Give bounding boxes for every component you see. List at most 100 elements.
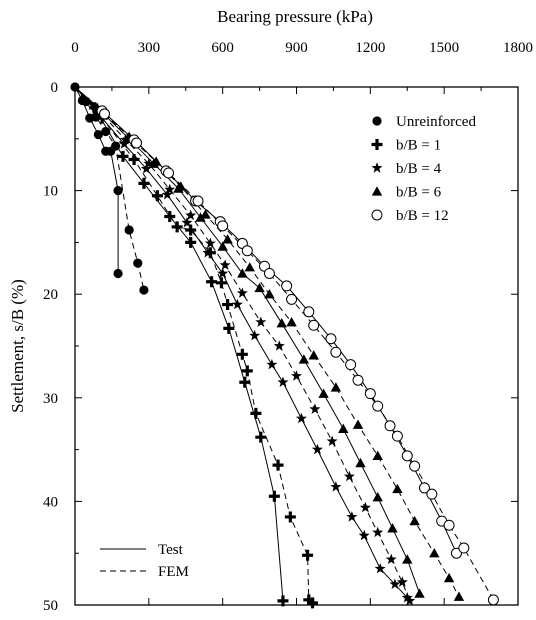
point-b-b-1-test xyxy=(206,276,218,288)
point-unreinforced-fem xyxy=(139,285,149,295)
point-b-b-4-fem xyxy=(219,259,231,270)
point-b-b-12-fem xyxy=(352,374,364,386)
point-b-b-6-test xyxy=(387,523,398,533)
point-b-b-1-test xyxy=(277,595,289,607)
point-b-b-6-fem xyxy=(392,483,403,494)
point-b-b-1-fem xyxy=(303,594,315,606)
x-tick-label: 1200 xyxy=(355,40,385,56)
point-unreinforced-fem xyxy=(133,258,143,268)
point-b-b-1-fem xyxy=(128,154,140,166)
point-b-b-1-fem xyxy=(185,224,197,236)
point-unreinforced-test xyxy=(113,268,123,279)
point-b-b-6-fem xyxy=(175,181,187,191)
point-b-b-4-test xyxy=(202,246,214,258)
point-b-b-12-test xyxy=(364,388,376,400)
point-b-b-12-fem xyxy=(443,519,455,531)
point-unreinforced-fem xyxy=(101,126,111,137)
point-b-b-1-fem xyxy=(241,365,253,377)
point-b-b-4-fem xyxy=(290,370,303,381)
point-b-b-6-fem xyxy=(453,591,465,601)
line-legend-label: Test xyxy=(158,542,184,558)
point-unreinforced-fem xyxy=(111,141,121,151)
point-b-b-6-fem xyxy=(286,316,297,327)
point-b-b-6-test xyxy=(355,457,366,468)
point-b-b-12-test xyxy=(384,420,396,432)
point-b-b-6-test xyxy=(298,354,310,364)
y-tick-label: 40 xyxy=(43,494,58,510)
point-unreinforced-fem xyxy=(81,96,91,107)
point-b-b-6-test xyxy=(217,241,228,251)
point-b-b-12-fem xyxy=(330,346,342,358)
legend: Unreinforced b/B = 1 b/B = 4 b/B = 6 b/B = 1… xyxy=(371,114,476,224)
point-b-b-12-fem xyxy=(487,594,499,606)
y-tick-label: 20 xyxy=(43,287,58,303)
point-b-b-12-fem xyxy=(372,400,384,412)
point-b-b-4-test xyxy=(277,376,289,387)
y-tick-label: 0 xyxy=(51,80,59,96)
point-b-b-1-test xyxy=(268,490,280,502)
point-b-b-1-fem xyxy=(306,597,318,609)
point-b-b-4-test xyxy=(181,216,193,228)
point-b-b-12-fem xyxy=(163,167,175,179)
x-axis-title: Bearing pressure (kPa) xyxy=(217,7,373,26)
point-b-b-12-fem xyxy=(217,220,229,232)
point-b-b-6-test xyxy=(372,492,383,502)
point-b-b-12-test xyxy=(325,333,337,345)
point-b-b-1-fem xyxy=(171,221,183,233)
point-b-b-4-fem xyxy=(143,157,155,169)
x-tick-label: 900 xyxy=(285,40,308,56)
point-b-b-1-fem xyxy=(222,299,234,311)
point-b-b-12-fem xyxy=(308,319,320,331)
point-unreinforced-test xyxy=(113,186,123,196)
point-b-b-4-fem xyxy=(309,403,321,414)
legend-label: b/B = 1 xyxy=(396,138,441,154)
point-b-b-12-fem xyxy=(426,488,438,500)
point-b-b-12-fem xyxy=(286,293,298,305)
legend-label: Unreinforced xyxy=(396,114,476,130)
curve-b-b-4-fem xyxy=(74,86,411,602)
x-tick-label: 600 xyxy=(211,40,234,56)
point-b-b-4-fem xyxy=(396,576,408,587)
x-tick-label: 1800 xyxy=(503,40,533,56)
point-b-b-6-fem xyxy=(244,262,255,272)
point-b-b-4-fem xyxy=(185,209,197,221)
point-b-b-12-fem xyxy=(458,542,470,554)
point-b-b-1-fem xyxy=(236,348,248,360)
curve-b-b-1-test xyxy=(74,86,284,601)
point-b-b-4-test xyxy=(374,562,386,574)
point-b-b-4-fem xyxy=(404,595,416,606)
point-b-b-1-test xyxy=(138,177,150,189)
point-b-b-4-test xyxy=(140,163,152,174)
y-tick-label: 50 xyxy=(43,598,58,614)
y-tick-label: 30 xyxy=(43,391,58,407)
point-b-b-6-fem xyxy=(443,572,455,583)
point-b-b-12-fem xyxy=(99,108,111,120)
point-b-b-4-fem xyxy=(236,287,248,298)
point-b-b-4-test xyxy=(161,188,173,200)
point-b-b-4-test xyxy=(389,578,401,589)
point-b-b-12-fem xyxy=(391,430,403,442)
x-tick-label: 1500 xyxy=(429,40,459,56)
point-b-b-4-test xyxy=(330,481,342,492)
point-b-b-4-fem xyxy=(359,501,371,513)
y-axis-title: Settlement, s/B (%) xyxy=(8,279,27,413)
point-b-b-1-test xyxy=(164,211,176,222)
point-b-b-6-test xyxy=(338,423,349,434)
point-b-b-4-fem xyxy=(372,526,384,538)
x-tick-label: 0 xyxy=(71,40,79,56)
point-b-b-12-test xyxy=(450,547,462,559)
point-b-b-12-test xyxy=(401,450,413,462)
point-b-b-12-fem xyxy=(409,460,421,472)
point-b-b-4-fem xyxy=(326,435,338,446)
legend-marker xyxy=(371,139,383,150)
point-b-b-12-fem xyxy=(241,245,253,257)
legend-marker xyxy=(371,162,383,173)
point-b-b-4-fem xyxy=(273,340,285,351)
point-b-b-1-fem xyxy=(302,549,314,561)
legend-label: b/B = 4 xyxy=(396,161,442,177)
point-b-b-4-fem xyxy=(255,316,267,327)
point-b-b-1-fem xyxy=(215,277,227,289)
point-b-b-1-test xyxy=(223,322,235,334)
point-unreinforced-test xyxy=(93,130,103,140)
